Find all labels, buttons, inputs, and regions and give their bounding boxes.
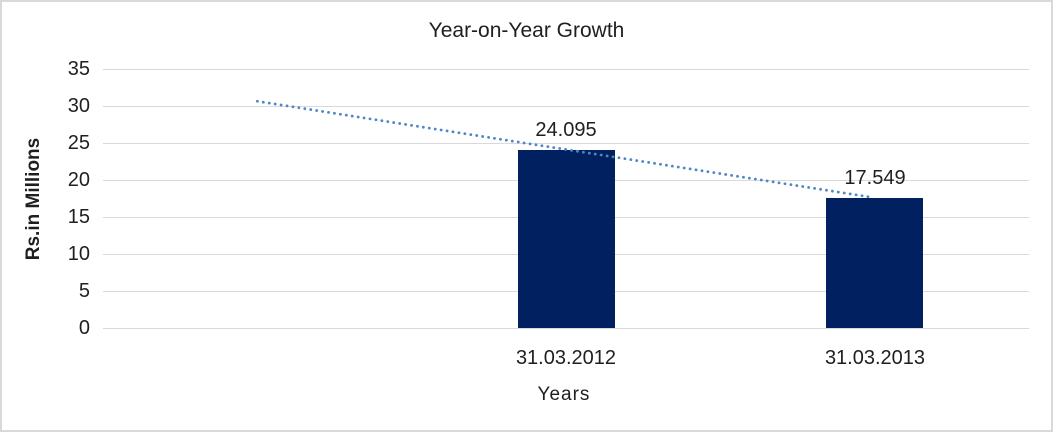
y-tick-label-5: 5 xyxy=(78,280,90,302)
gridline-y-0 xyxy=(103,328,1029,329)
y-tick-label-20: 20 xyxy=(67,169,90,191)
y-tick-label-25: 25 xyxy=(67,132,90,154)
chart-title: Year-on-Year Growth xyxy=(428,19,625,42)
y-tick-label-10: 10 xyxy=(67,243,90,265)
gridline-y-25 xyxy=(103,143,1029,144)
y-tick-label-15: 15 xyxy=(67,206,90,228)
y-tick-label-0: 0 xyxy=(78,317,90,339)
gridline-y-35 xyxy=(103,69,1029,70)
x-axis-title: Years xyxy=(537,384,591,405)
data-label-31.03.2012: 24.095 xyxy=(535,119,597,141)
x-tick-label-31.03.2013: 31.03.2013 xyxy=(824,347,926,369)
bar-31.03.2013 xyxy=(826,198,923,328)
gridline-y-30 xyxy=(103,106,1029,107)
bar-31.03.2012 xyxy=(518,150,615,328)
y-axis-title: Rs.in Millions xyxy=(23,137,44,261)
data-label-31.03.2013: 17.549 xyxy=(844,167,906,189)
x-tick-label-31.03.2012: 31.03.2012 xyxy=(515,347,617,369)
y-tick-label-30: 30 xyxy=(67,95,90,117)
y-tick-label-35: 35 xyxy=(67,58,90,80)
